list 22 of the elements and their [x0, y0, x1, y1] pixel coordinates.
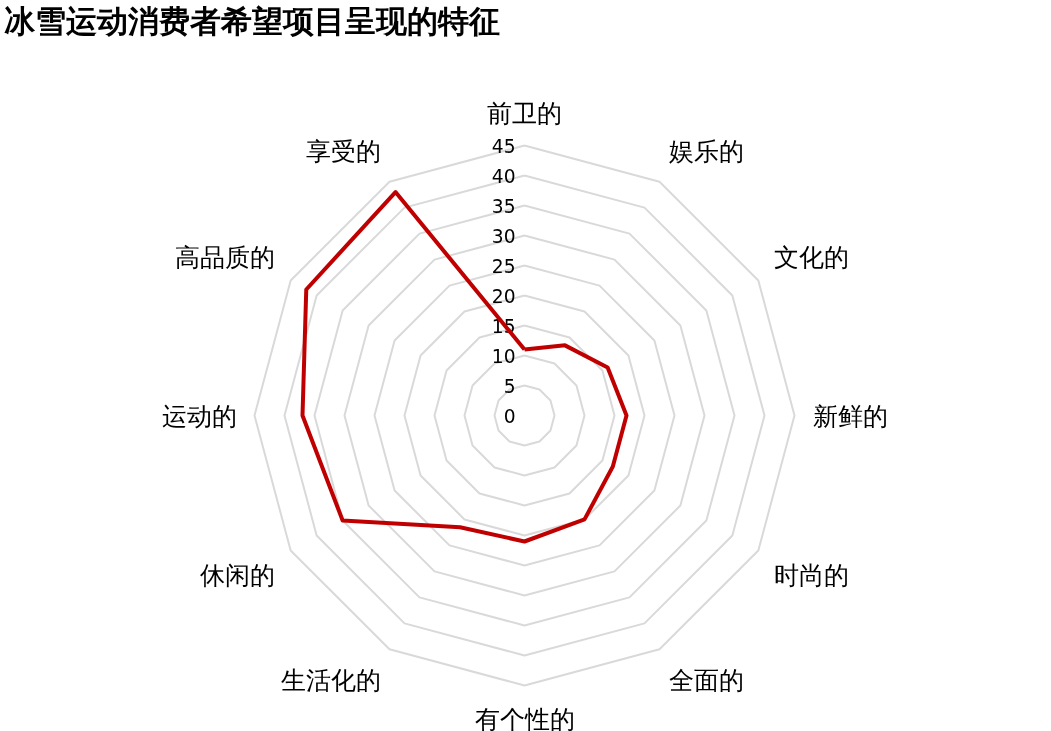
spoke-label: 运动的	[161, 400, 237, 431]
y-tick-label: 40	[491, 165, 516, 187]
chart-title: 冰雪运动消费者希望项目呈现的特征	[3, 3, 500, 39]
y-tick-label: 35	[491, 195, 516, 217]
spoke-label: 享受的	[305, 136, 381, 167]
spoke-label: 全面的	[668, 664, 744, 695]
y-tick-label: 10	[491, 345, 516, 367]
spoke-label: 高品质的	[175, 241, 276, 272]
spoke-label: 前卫的	[487, 97, 562, 128]
spoke-label: 生活化的	[280, 664, 381, 695]
spoke-label: 休闲的	[200, 559, 276, 590]
spoke-label: 文化的	[773, 241, 849, 272]
spoke-label: 娱乐的	[668, 136, 744, 167]
spoke-label: 新鲜的	[812, 400, 888, 431]
y-tick-label: 45	[491, 135, 516, 157]
spoke-label: 有个性的	[474, 703, 575, 731]
y-tick-label: 0	[503, 405, 516, 427]
y-tick-label: 20	[491, 285, 516, 307]
y-tick-label: 30	[491, 225, 516, 247]
spoke-label: 时尚的	[773, 559, 849, 590]
y-tick-label: 25	[491, 255, 516, 277]
y-tick-label: 5	[503, 375, 516, 397]
